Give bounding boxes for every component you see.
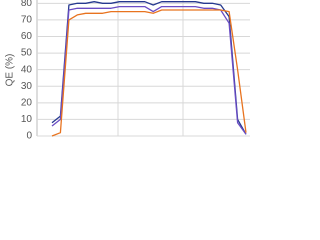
series-line bbox=[51, 5, 247, 135]
y-tick-label: 50 bbox=[21, 48, 33, 59]
y-tick-label: 70 bbox=[21, 15, 33, 26]
y-tick-label: 60 bbox=[21, 31, 33, 42]
series-line bbox=[51, 1, 247, 135]
y-tick-label: 20 bbox=[21, 97, 33, 108]
y-tick-label: 0 bbox=[26, 131, 32, 139]
y-tick-label: 40 bbox=[21, 64, 33, 75]
chart: QE (%) 0 10 20 30 40 50 60 70 80 bbox=[5, 0, 250, 139]
series-line bbox=[51, 9, 247, 137]
y-axis-label: QE (%) bbox=[5, 54, 16, 87]
y-tick-label: 30 bbox=[21, 81, 33, 92]
y-tick-label: 10 bbox=[21, 114, 33, 125]
y-tick-label: 80 bbox=[21, 0, 33, 9]
